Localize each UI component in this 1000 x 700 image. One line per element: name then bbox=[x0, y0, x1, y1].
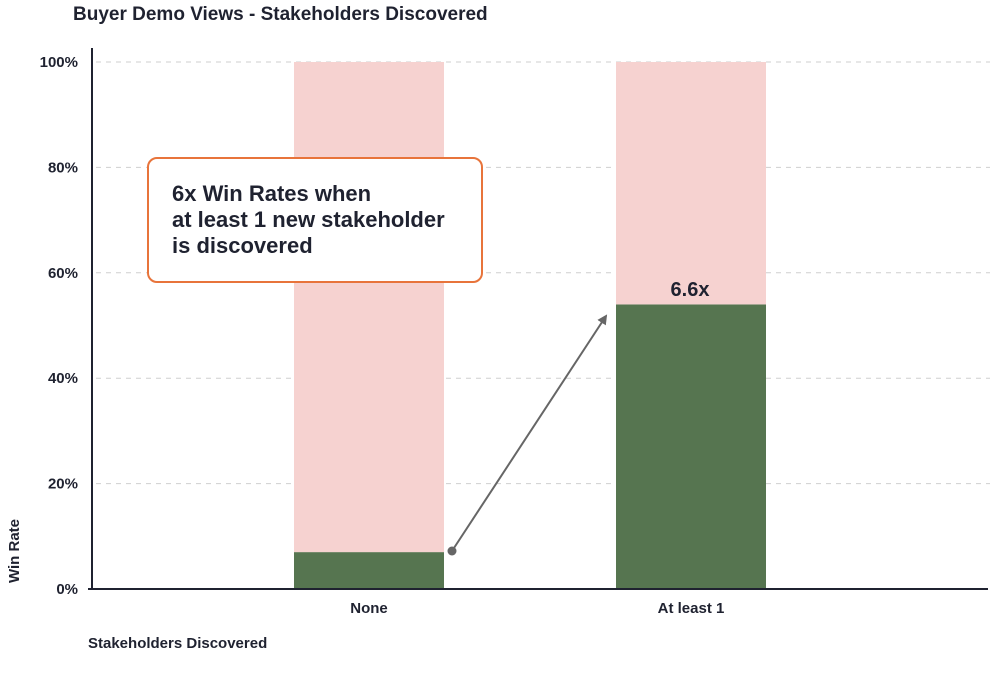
y-tick-label: 80% bbox=[48, 159, 78, 176]
chart-title: Buyer Demo Views - Stakeholders Discover… bbox=[73, 4, 488, 25]
y-tick-label: 40% bbox=[48, 370, 78, 387]
multiplier-label: 6.6x bbox=[671, 279, 710, 301]
callout-line-3: is discovered bbox=[172, 233, 313, 258]
x-tick-label: At least 1 bbox=[658, 600, 725, 617]
bar-win-segment bbox=[294, 552, 444, 589]
y-tick-labels: 0% 20% 40% 60% 80% 100% bbox=[40, 54, 78, 598]
axes bbox=[88, 48, 988, 590]
bars bbox=[294, 62, 766, 589]
x-tick-labels: None At least 1 bbox=[350, 600, 724, 617]
bar-rest-segment bbox=[294, 62, 444, 553]
callout-line-1: 6x Win Rates when bbox=[172, 181, 372, 206]
y-axis-title: Win Rate bbox=[6, 519, 23, 583]
x-axis-title: Stakeholders Discovered bbox=[88, 635, 267, 652]
grid-lines bbox=[96, 61, 990, 485]
bar-win-segment bbox=[616, 304, 766, 589]
y-tick-label: 20% bbox=[48, 476, 78, 493]
arrow-line bbox=[451, 314, 608, 552]
y-tick-label: 100% bbox=[40, 54, 78, 71]
callout-box: 6x Win Rates when at least 1 new stakeho… bbox=[147, 157, 483, 283]
growth-arrow bbox=[447, 314, 608, 556]
callout-line-2: at least 1 new stakeholder bbox=[172, 207, 445, 232]
x-tick-label: None bbox=[350, 600, 388, 617]
y-tick-label: 0% bbox=[56, 581, 78, 598]
y-tick-label: 60% bbox=[48, 265, 78, 282]
bar-rest-segment bbox=[616, 62, 766, 305]
